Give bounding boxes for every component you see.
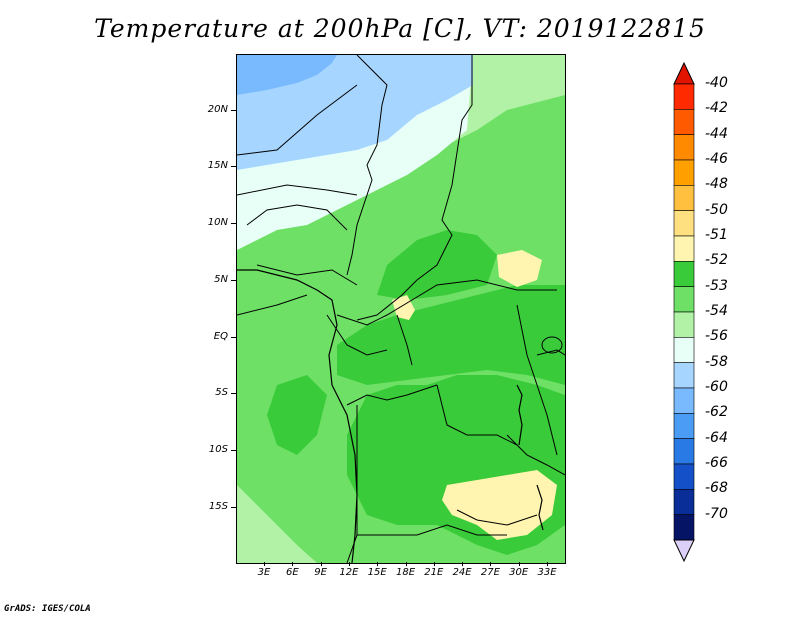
lat-tick xyxy=(231,450,236,451)
colorbar-swatch xyxy=(673,134,695,161)
colorbar-label: -64 xyxy=(705,429,728,446)
lat-label-10s: 10S xyxy=(208,444,228,455)
field-minus51-west xyxy=(267,375,327,455)
colorbar-label: -70 xyxy=(705,505,728,522)
lon-label-18e: 18E xyxy=(395,567,416,578)
lon-label-33e: 33E xyxy=(537,567,557,578)
field-minus58 xyxy=(237,55,337,95)
lake-victoria xyxy=(541,336,563,354)
lon-tick xyxy=(462,562,463,566)
colorbar-label: -44 xyxy=(705,125,728,142)
lon-label-21e: 21E xyxy=(424,567,444,578)
grads-credit: GrADS: IGES/COLA xyxy=(4,604,91,614)
temperature-map xyxy=(237,55,565,563)
coastline xyxy=(237,269,358,563)
colorbar-swatch xyxy=(673,159,695,186)
lat-label-10n: 10N xyxy=(207,217,228,228)
colorbar-swatch xyxy=(673,438,695,465)
colorbar-swatch xyxy=(673,387,695,414)
lon-label-3e: 3E xyxy=(257,567,271,578)
colorbar-label: -68 xyxy=(705,480,728,497)
colorbar-swatch xyxy=(673,311,695,338)
colorbar-label: -46 xyxy=(705,151,728,167)
lat-tick xyxy=(231,393,236,394)
colorbar-label: -60 xyxy=(705,379,728,395)
colorbar-swatch xyxy=(673,109,695,135)
lon-tick xyxy=(292,562,293,566)
colorbar-swatch xyxy=(673,463,695,490)
lat-tick xyxy=(231,223,236,224)
field-minus56 xyxy=(237,55,473,170)
lat-tick xyxy=(231,166,236,167)
lat-label-eq: EQ xyxy=(213,331,228,342)
colorbar-label: -66 xyxy=(705,455,728,471)
lat-label-15s: 15S xyxy=(208,501,228,512)
colorbar-label: -53 xyxy=(705,277,728,294)
colorbar-label: -50 xyxy=(705,201,728,218)
field-minus50-east xyxy=(497,250,542,287)
field-minus51-central xyxy=(337,285,565,385)
colorbar-swatch xyxy=(673,235,695,262)
lon-tick xyxy=(264,562,265,566)
field-minus54-southwest xyxy=(237,485,317,563)
colorbar-bottom-arrow xyxy=(673,539,695,562)
lat-label-20n: 20N xyxy=(207,104,228,115)
lon-tick xyxy=(349,562,350,566)
country-borders xyxy=(237,55,565,563)
lon-label-12e: 12E xyxy=(339,567,359,578)
colorbar-label: -52 xyxy=(705,252,728,269)
colorbar-swatch xyxy=(673,514,695,541)
field-minus50-southeast xyxy=(442,470,557,540)
lon-label-9e: 9E xyxy=(314,567,327,578)
colorbar-swatch xyxy=(673,413,695,439)
map-panel xyxy=(236,54,566,564)
colorbar-top-arrow xyxy=(673,62,695,85)
lat-label-15n: 15N xyxy=(207,160,228,171)
colorbar-swatch xyxy=(673,261,695,287)
lon-tick xyxy=(547,562,548,566)
lon-tick xyxy=(519,562,520,566)
lat-tick xyxy=(231,110,236,111)
colorbar-label: -48 xyxy=(705,176,728,193)
colorbar-label: -51 xyxy=(705,227,728,243)
lat-label-5n: 5N xyxy=(214,274,228,285)
lon-label-27e: 27E xyxy=(480,567,500,578)
colorbar-swatch xyxy=(673,337,695,363)
colorbar-label: -62 xyxy=(705,404,728,421)
colorbar xyxy=(673,62,695,562)
lat-tick xyxy=(231,337,236,338)
lon-tick xyxy=(406,562,407,566)
lon-tick xyxy=(434,562,435,566)
colorbar-swatch xyxy=(673,210,695,237)
lat-tick xyxy=(231,507,236,508)
colorbar-label: -56 xyxy=(705,328,728,345)
colorbar-label: -42 xyxy=(705,100,728,117)
colorbar-label: -54 xyxy=(705,303,728,319)
lon-label-15e: 15E xyxy=(367,567,387,578)
colorbar-label: -40 xyxy=(705,75,728,91)
colorbar-swatch xyxy=(673,185,695,211)
map-title: Temperature at 200hPa [C], VT: 201912281… xyxy=(94,14,706,43)
lat-tick xyxy=(231,280,236,281)
lake-tanganyika xyxy=(516,384,523,446)
colorbar-swatch xyxy=(673,362,695,389)
colorbar-label: -58 xyxy=(705,353,728,370)
lon-tick xyxy=(321,562,322,566)
lat-label-5s: 5S xyxy=(215,387,228,398)
lon-tick xyxy=(490,562,491,566)
colorbar-swatch xyxy=(673,83,695,110)
colorbar-swatch xyxy=(673,489,695,515)
lon-label-24e: 24E xyxy=(452,567,472,578)
lon-tick xyxy=(377,562,378,566)
colorbar-swatch xyxy=(673,286,695,313)
lake-malawi xyxy=(536,484,544,531)
lon-label-6e: 6E xyxy=(285,567,299,578)
lon-label-30e: 30E xyxy=(509,567,529,578)
